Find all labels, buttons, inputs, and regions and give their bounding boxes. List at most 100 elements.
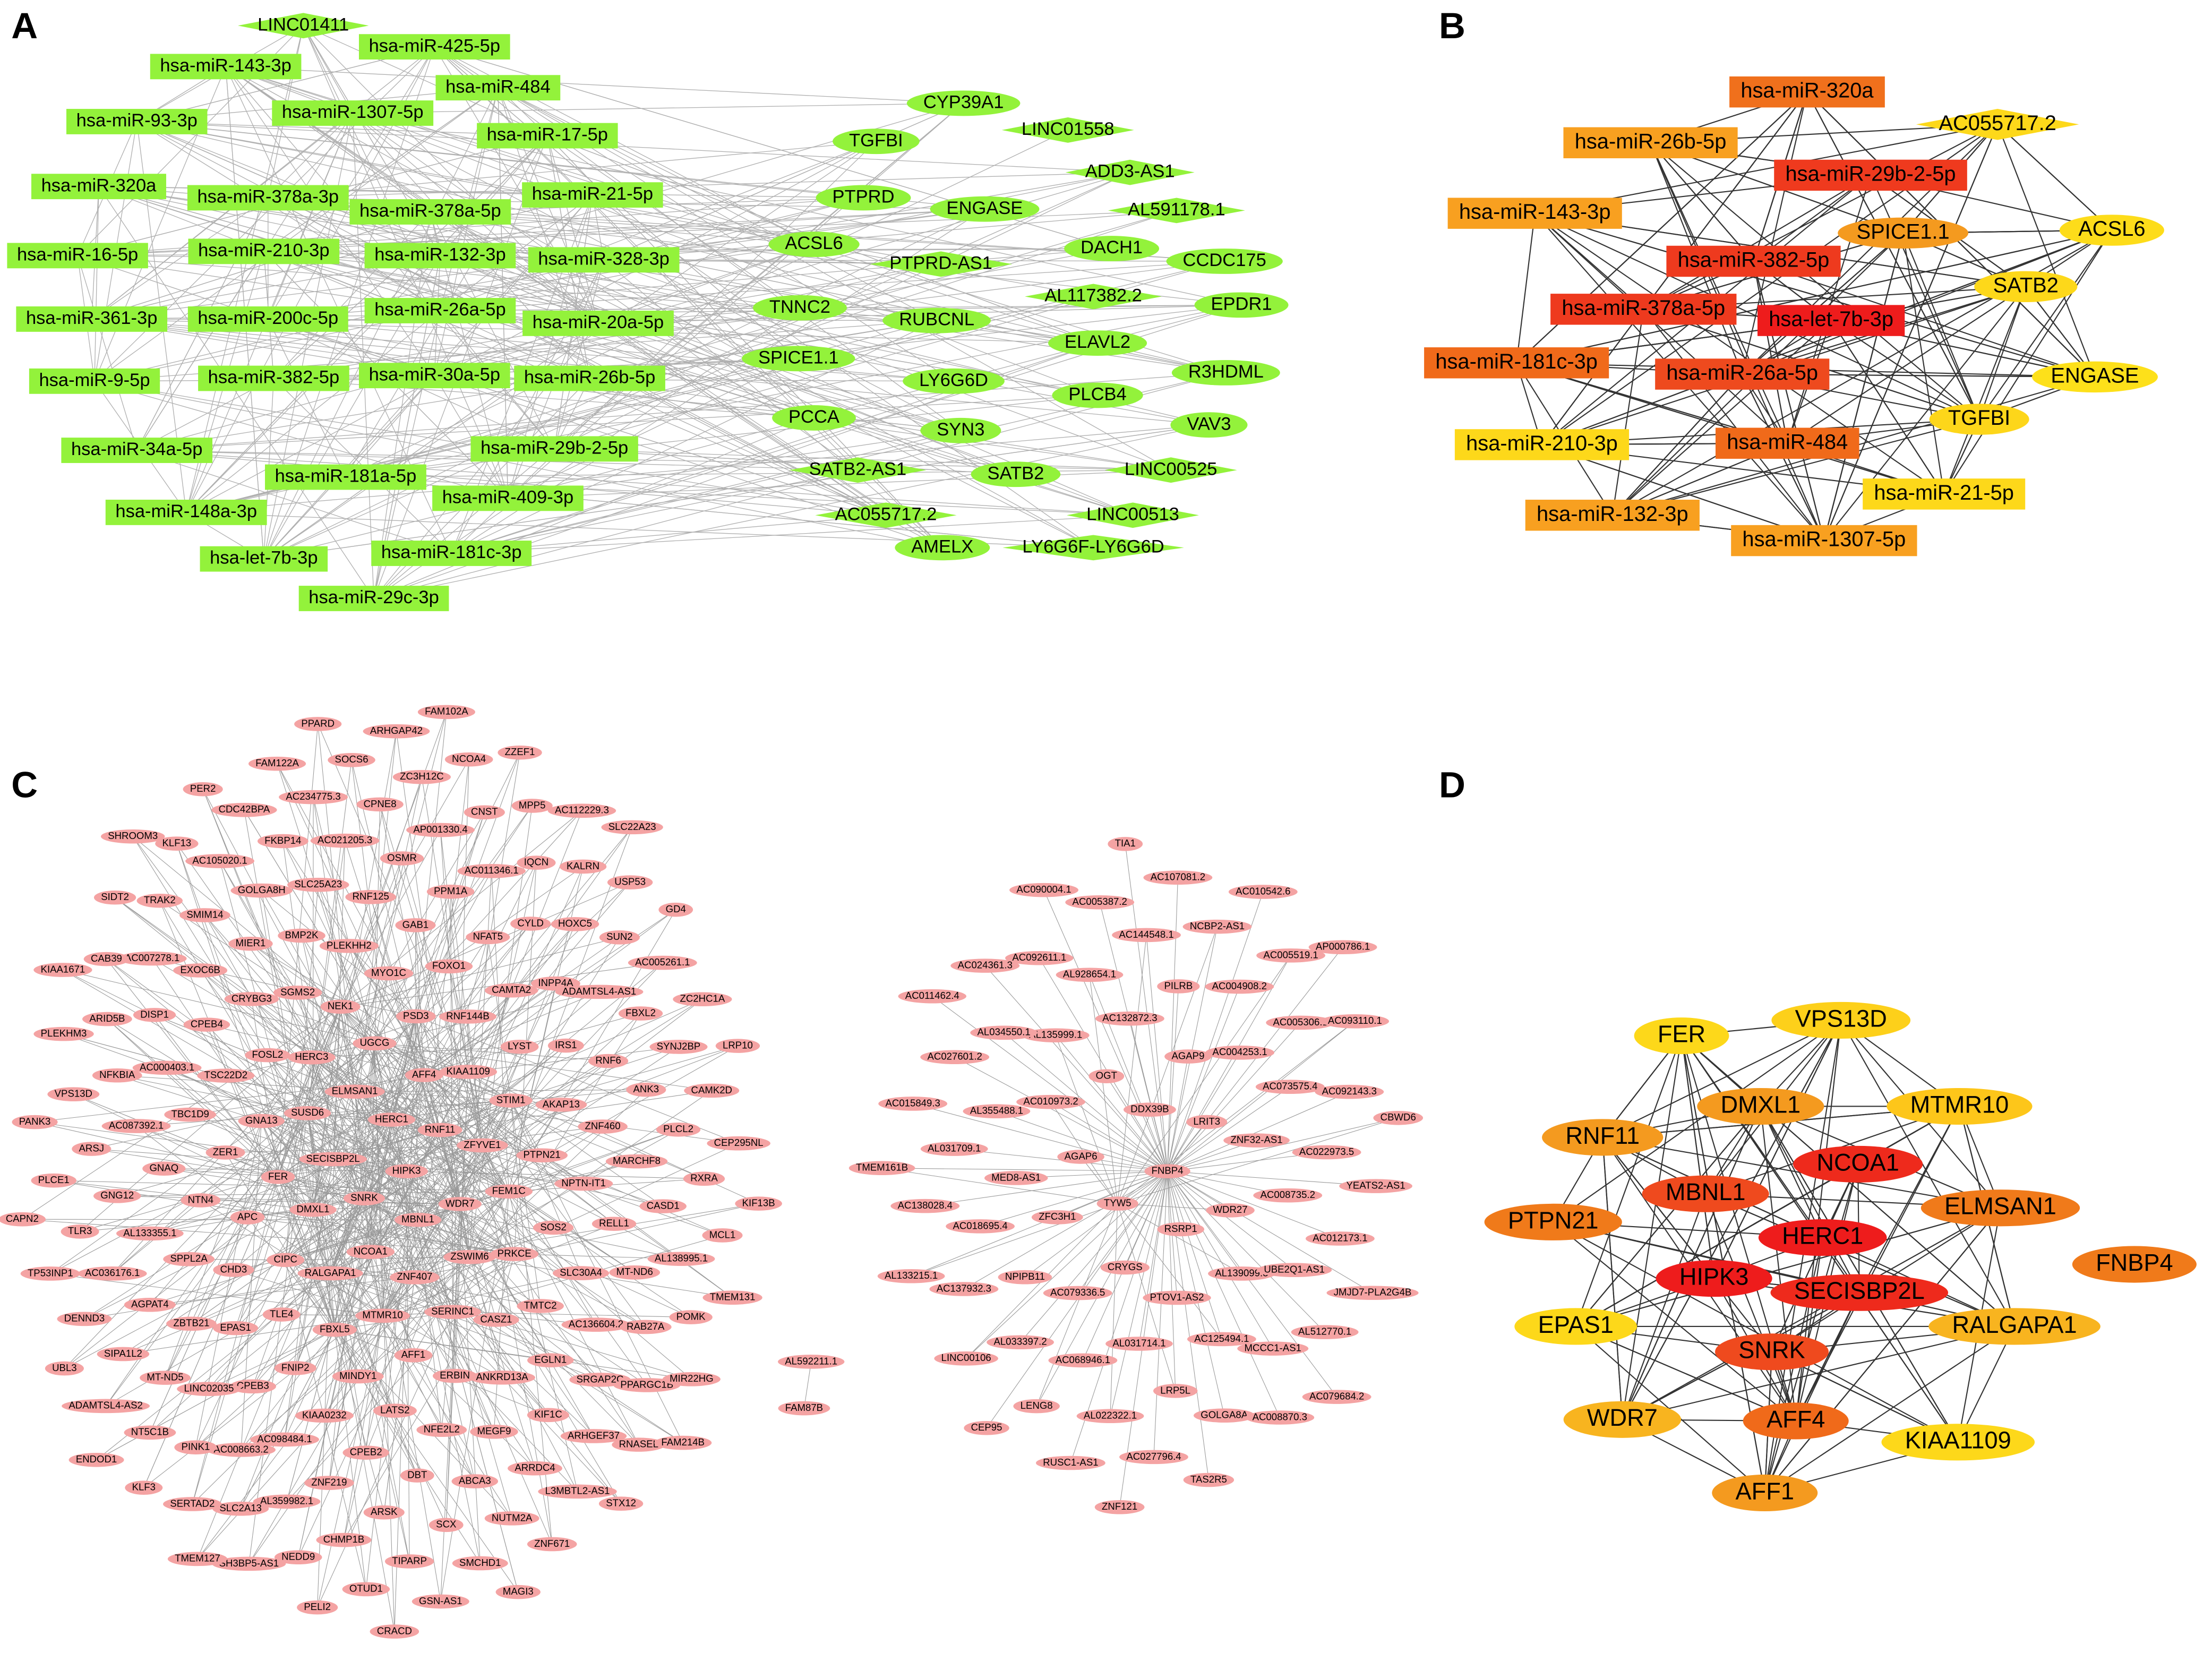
node-label: hsa-miR-26b-5p: [524, 367, 655, 388]
edge: [1036, 1203, 1118, 1407]
node-label: APC: [237, 1211, 258, 1222]
edge: [1167, 1091, 1350, 1172]
edge: [282, 841, 460, 1204]
edge: [415, 892, 451, 1017]
node-shape: [457, 1138, 508, 1153]
node: RXRA: [683, 1171, 725, 1186]
node-label: MT-ND6: [616, 1266, 653, 1277]
node-label: CEP95: [971, 1422, 1002, 1433]
node: ZER1: [205, 1145, 245, 1160]
edge: [980, 1171, 1168, 1227]
node-label: hsa-miR-378a-3p: [197, 187, 339, 207]
node-shape: [702, 1228, 743, 1243]
node-label: KIAA1671: [41, 963, 85, 974]
node: RNF6: [588, 1054, 629, 1068]
node-shape: [212, 1501, 269, 1516]
edge: [417, 759, 469, 1220]
edge: [440, 1204, 460, 1602]
node: OGT: [1088, 1069, 1125, 1084]
node-label: LENG8: [1021, 1400, 1053, 1411]
node-shape: [2032, 361, 2158, 393]
edge: [263, 172, 1130, 560]
node-shape: [93, 890, 136, 905]
node: NCOA1: [346, 1245, 395, 1259]
node-label: SIDT2: [101, 891, 129, 902]
node-shape: [618, 1006, 663, 1021]
node-label: RALGAPA1: [305, 1267, 356, 1278]
node: MTMR10: [1887, 1088, 2033, 1125]
node-label: KALRN: [567, 860, 599, 871]
node: CPEB4: [183, 1017, 230, 1032]
edge: [278, 1176, 682, 1260]
node-label: GNG12: [100, 1189, 134, 1201]
node-label: AFF1: [1736, 1477, 1794, 1504]
edge: [1167, 986, 1179, 1171]
node-shape: [444, 752, 493, 767]
edge: [1575, 1106, 1761, 1327]
node: R3HDML: [1171, 359, 1280, 386]
node-label: hsa-miR-132-3p: [1537, 502, 1688, 526]
node-label: AL034550.1: [978, 1026, 1031, 1038]
node-shape: [649, 1040, 708, 1054]
node: FBXL5: [312, 1322, 357, 1337]
node: LINC00525: [1104, 457, 1237, 483]
node-shape: [1715, 1333, 1829, 1371]
node-shape: [439, 1065, 498, 1079]
edge: [604, 210, 1177, 261]
node-shape: [484, 983, 538, 998]
edge: [200, 1200, 460, 1204]
node-shape: [971, 461, 1061, 487]
edge: [373, 211, 431, 599]
node-label: LINC01558: [1022, 119, 1114, 139]
node-label: JMJD7-PLA2G4B: [1334, 1287, 1412, 1298]
node: AFF1: [1712, 1474, 1818, 1512]
node-shape: [772, 405, 856, 431]
node-label: AC092143.3: [1322, 1085, 1377, 1097]
node-shape: [452, 1556, 508, 1571]
node-shape: [248, 756, 306, 771]
node-label: STIM1: [496, 1094, 526, 1105]
edge: [417, 962, 663, 1220]
node: ARRDC4: [508, 1461, 563, 1476]
edge: [268, 319, 346, 477]
node-shape: [605, 1154, 668, 1169]
node: WDR27: [1206, 1203, 1255, 1218]
node-label: WDR7: [445, 1197, 475, 1209]
node: AL359982.1: [253, 1494, 321, 1509]
node: hsa-miR-132-3p: [1525, 500, 1700, 531]
node-label: SMIM14: [186, 909, 223, 920]
node-shape: [400, 1468, 434, 1483]
node-label: SOS2: [540, 1221, 567, 1232]
edge: [332, 1159, 646, 1328]
node: hsa-miR-382-5p: [198, 365, 349, 391]
node-label: PLCE1: [38, 1174, 70, 1185]
node-shape: [197, 1068, 255, 1083]
node: AC144548.1: [1112, 928, 1181, 943]
edge: [98, 186, 590, 379]
node-label: FKBP14: [264, 835, 301, 846]
node-shape: [116, 1226, 184, 1241]
node-label: hsa-miR-484: [445, 76, 551, 97]
node-label: PELI2: [304, 1601, 331, 1612]
node-label: ELMSAN1: [1944, 1193, 2056, 1220]
node-label: PTOV1-AS2: [1150, 1291, 1204, 1303]
edge: [352, 113, 858, 470]
node: SATB2: [1974, 271, 2078, 303]
node: SUSD6: [284, 1106, 331, 1120]
node-label: AC008663.2: [213, 1443, 268, 1454]
node: AL512770.1: [1291, 1325, 1359, 1339]
edge: [267, 1055, 515, 1254]
node: MTMR10: [355, 1308, 410, 1323]
node: TNNC2: [752, 295, 847, 321]
node-label: ZNF407: [397, 1271, 432, 1282]
node-shape: [598, 1496, 644, 1511]
edge: [63, 970, 375, 1044]
node: CIPC: [267, 1253, 305, 1268]
node: DMXL1: [289, 1202, 337, 1217]
node: MIER1: [228, 936, 273, 951]
node: hsa-miR-382-5p: [1666, 245, 1841, 277]
node: PLCB4: [1052, 382, 1143, 408]
node-label: PILRB: [1164, 980, 1193, 991]
edge: [451, 515, 1133, 554]
edge: [54, 1180, 509, 1192]
